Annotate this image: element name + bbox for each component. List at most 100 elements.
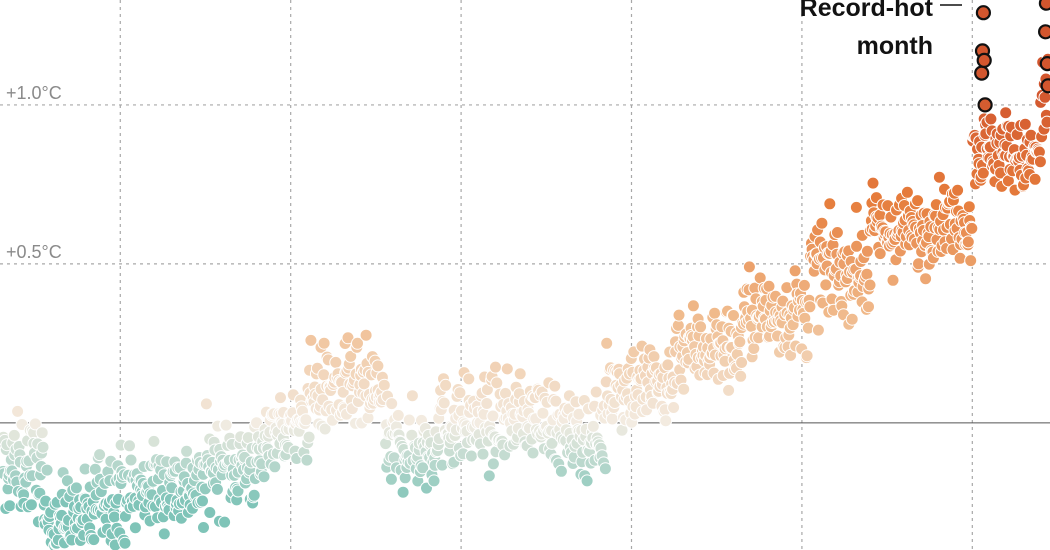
- data-point: [371, 359, 385, 373]
- data-point: [384, 472, 398, 486]
- data-point: [545, 436, 559, 450]
- data-point: [667, 401, 681, 414]
- data-point: [526, 446, 540, 460]
- data-point: [318, 422, 332, 436]
- data-point: [128, 521, 142, 535]
- data-point: [486, 457, 500, 471]
- data-point: [513, 367, 527, 381]
- data-point: [708, 306, 722, 320]
- data-point: [999, 106, 1013, 120]
- data-point: [231, 484, 245, 498]
- data-point: [69, 481, 83, 495]
- data-point: [912, 257, 925, 271]
- data-point: [605, 412, 619, 426]
- data-point: [849, 200, 863, 214]
- data-point: [268, 460, 282, 474]
- data-point: [677, 382, 691, 396]
- data-point: [863, 278, 877, 292]
- data-point: [489, 360, 502, 374]
- data-point: [247, 488, 261, 502]
- record-point: [976, 52, 992, 69]
- data-point: [1040, 115, 1050, 129]
- data-point: [341, 331, 355, 345]
- data-point: [490, 376, 504, 390]
- data-point: [7, 428, 21, 442]
- data-point: [803, 300, 817, 314]
- data-point: [961, 235, 975, 249]
- data-point: [351, 336, 364, 350]
- data-point: [722, 383, 736, 397]
- data-point: [860, 244, 874, 258]
- data-point: [93, 448, 107, 462]
- data-point: [811, 323, 825, 337]
- data-point: [299, 413, 313, 427]
- data-point: [416, 461, 430, 475]
- data-point: [500, 362, 514, 376]
- data-point: [405, 389, 419, 403]
- data-point: [548, 379, 562, 393]
- record-hot-annotation: Record-hot month: [800, 0, 962, 60]
- data-point: [35, 426, 49, 440]
- data-point: [965, 221, 979, 235]
- data-point: [385, 397, 399, 411]
- data-point: [800, 349, 814, 363]
- data-point: [886, 273, 900, 287]
- data-point: [359, 328, 373, 342]
- data-point: [317, 336, 331, 350]
- data-point: [1028, 172, 1042, 186]
- data-point: [586, 419, 600, 433]
- data-point: [482, 469, 496, 483]
- y-axis-labels: +1.0°C +0.5°C: [6, 83, 62, 262]
- data-point: [661, 358, 675, 372]
- data-point: [815, 216, 829, 230]
- data-point: [107, 510, 121, 524]
- data-point: [464, 449, 478, 463]
- data-point: [735, 356, 749, 369]
- data-point: [302, 430, 316, 444]
- data-point: [453, 386, 467, 400]
- data-point: [203, 506, 217, 519]
- data-point: [788, 264, 802, 278]
- data-point: [180, 444, 194, 458]
- data-point: [589, 385, 603, 399]
- data-point: [118, 536, 132, 550]
- data-point: [554, 464, 568, 478]
- data-point: [439, 378, 453, 392]
- data-point: [304, 333, 318, 347]
- data-point: [951, 183, 965, 197]
- record-point: [977, 97, 993, 113]
- data-point: [199, 397, 213, 411]
- data-point: [377, 378, 391, 392]
- data-point: [396, 485, 410, 499]
- data-point: [962, 200, 976, 214]
- data-point: [219, 418, 233, 432]
- record-point: [1038, 0, 1050, 11]
- data-point: [391, 408, 405, 422]
- data-point: [147, 434, 161, 448]
- data-point: [462, 372, 476, 386]
- data-point: [580, 474, 594, 488]
- data-point: [659, 414, 673, 428]
- record-hot-month-points: [974, 0, 1050, 113]
- data-point: [862, 300, 875, 314]
- data-point: [866, 176, 880, 190]
- data-point: [823, 197, 837, 211]
- y-tick-label: +0.5°C: [6, 242, 62, 262]
- data-point: [476, 447, 490, 461]
- data-point: [747, 342, 761, 355]
- data-point: [437, 396, 451, 410]
- record-point: [1038, 24, 1050, 40]
- data-point: [976, 166, 990, 180]
- record-point: [1040, 78, 1050, 94]
- data-point: [850, 239, 864, 253]
- data-point: [197, 521, 210, 534]
- data-point: [549, 394, 563, 408]
- data-point: [600, 336, 614, 350]
- data-point: [964, 254, 978, 268]
- data-point: [300, 453, 314, 467]
- data-point: [873, 247, 887, 261]
- data-point: [329, 355, 343, 369]
- data-point: [123, 439, 136, 453]
